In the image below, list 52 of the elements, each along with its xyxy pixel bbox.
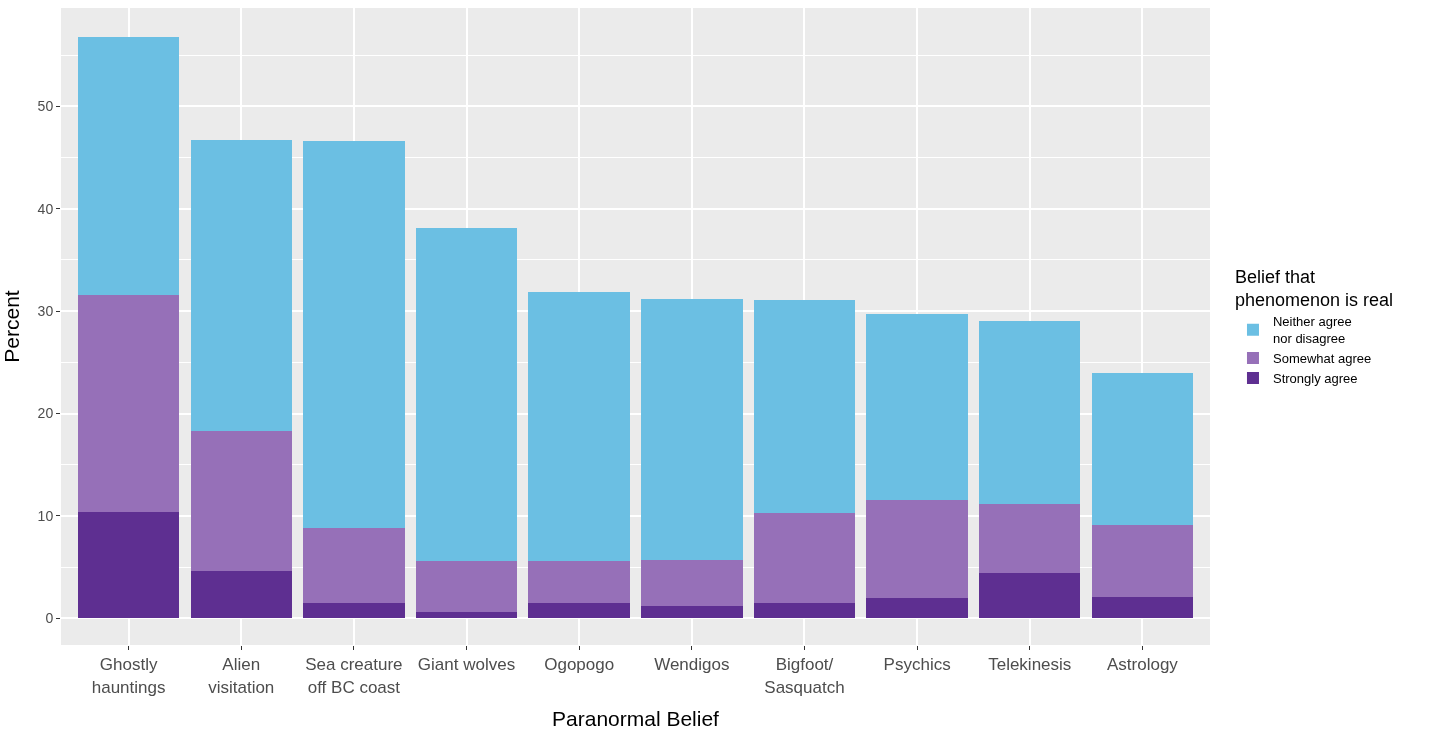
y-tick-label: 40: [37, 200, 54, 217]
x-tick-label: Alien visitation: [208, 655, 275, 697]
x-tick-label: Ghostly hauntings: [91, 655, 166, 697]
bar: [77, 511, 180, 619]
legend-label: Strongly agree: [1272, 371, 1358, 387]
bar: [77, 294, 180, 512]
bar: [528, 603, 630, 619]
bar: [528, 291, 630, 562]
y-tick-label: 30: [37, 303, 54, 320]
bar: [979, 321, 1081, 504]
legend-label: Neither agree nor disagree: [1272, 314, 1352, 347]
x-tick-label: Giant wolves: [417, 655, 516, 675]
bar: [866, 314, 968, 500]
x-tick-label: Sea creature off BC coast: [305, 655, 403, 697]
y-tick-label: 20: [37, 405, 54, 422]
x-axis-title: Paranormal Belief: [552, 706, 720, 730]
bar: [1091, 372, 1194, 526]
y-axis-title: Percent: [0, 290, 23, 363]
bar: [190, 571, 292, 619]
bar: [415, 228, 518, 562]
bar: [528, 561, 630, 604]
bar: [190, 140, 292, 431]
bar: [303, 528, 405, 604]
x-tick-label: Astrology: [1106, 655, 1179, 675]
bar: [641, 606, 743, 619]
bar: [1091, 596, 1194, 619]
bar: [1091, 525, 1194, 597]
bar: [415, 612, 518, 619]
x-tick-label: Psychics: [883, 655, 951, 675]
bar: [979, 573, 1081, 619]
x-tick-label: Wendigos: [654, 655, 730, 675]
legend-title: Belief that phenomenon is real: [1234, 266, 1394, 311]
x-tick-label: Ogopogo: [544, 655, 615, 675]
bar: [77, 36, 180, 295]
bar: [979, 503, 1081, 574]
bar: [753, 512, 856, 604]
bar: [866, 499, 968, 598]
bar: [415, 561, 518, 613]
x-tick-label: Bigfoot/ Sasquatch: [764, 655, 845, 697]
bar: [641, 560, 743, 607]
y-tick-label: 50: [37, 98, 54, 115]
x-tick-label: Telekinesis: [988, 655, 1072, 675]
y-tick-label: 0: [45, 610, 54, 627]
bar: [753, 299, 856, 513]
bar: [303, 603, 405, 619]
bar: [866, 597, 968, 619]
bar: [190, 430, 292, 572]
bar: [753, 603, 856, 619]
bar: [641, 298, 743, 560]
bar: [303, 141, 405, 529]
y-tick-label: 10: [37, 507, 54, 524]
legend-label: Somewhat agree: [1272, 351, 1372, 367]
